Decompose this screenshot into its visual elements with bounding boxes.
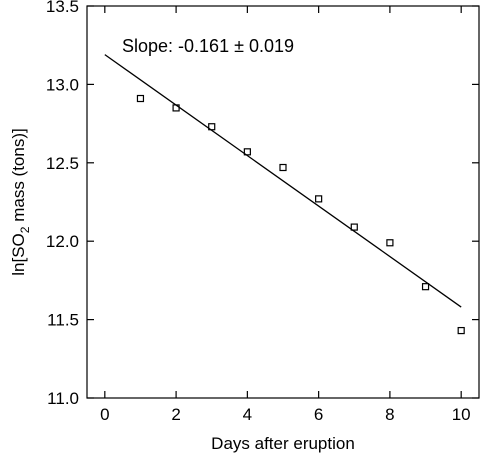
y-axis-ticks: 11.0 11.5 12.0 12.5 13.0 13.5: [46, 0, 479, 408]
x-tick-label: 8: [385, 405, 394, 424]
y-axis-label: ln[SO2 mass (tons)]: [9, 128, 32, 275]
x-tick-label: 0: [100, 405, 109, 424]
data-point: [421, 283, 430, 291]
x-tick-label: 4: [243, 405, 252, 424]
fit-line: [104, 54, 462, 308]
y-tick-label: 13.0: [46, 75, 79, 94]
slope-annotation: Slope: -0.161 ± 0.019: [122, 36, 294, 56]
x-tick-label: 10: [452, 405, 471, 424]
y-tick-label: 13.5: [46, 0, 79, 16]
data-point: [350, 223, 358, 231]
data-point: [315, 195, 323, 203]
y-axis-label-suffix: mass (tons)]: [9, 128, 28, 226]
y-tick-label: 11.5: [47, 311, 79, 330]
x-axis-ticks: 0 2 4 6 8 10: [100, 6, 471, 424]
x-tick-label: 2: [171, 405, 180, 424]
x-axis-label: Days after eruption: [211, 434, 355, 453]
data-point: [279, 163, 287, 172]
y-axis-label-prefix: ln[SO: [9, 233, 28, 276]
x-tick-label: 6: [314, 405, 323, 424]
y-tick-label: 11.0: [47, 389, 79, 408]
data-point: [386, 239, 394, 247]
plot-frame: [86, 5, 480, 399]
data-point: [457, 326, 465, 335]
data-points: [136, 94, 465, 335]
y-tick-label: 12.0: [46, 232, 79, 251]
y-axis-label-subscript: 2: [18, 226, 32, 233]
data-point: [136, 94, 145, 103]
y-tick-label: 12.5: [46, 154, 79, 173]
